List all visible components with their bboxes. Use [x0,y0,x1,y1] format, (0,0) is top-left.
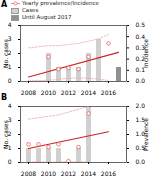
svg-text:2008: 2008 [21,89,36,96]
svg-text:0.4: 0.4 [136,33,146,40]
svg-text:2008: 2008 [21,170,36,177]
svg-text:0.1: 0.1 [136,66,146,73]
svg-text:Prevalence: Prevalence [142,118,149,151]
html-text:A: A [1,0,8,9]
svg-text:2.0: 2.0 [136,102,146,109]
svg-text:1.5: 1.5 [136,116,146,123]
html-text:Cases: Cases [22,7,39,13]
svg-text:2016: 2016 [101,170,116,177]
svg-text:2014: 2014 [81,89,96,96]
svg-text:0.0: 0.0 [136,158,146,165]
html-text:Until August 2017: Until August 2017 [22,14,72,20]
svg-text:2012: 2012 [61,170,76,177]
svg-text:0: 0 [8,158,12,165]
svg-text:1.0: 1.0 [136,130,146,137]
svg-text:0.5: 0.5 [136,21,146,28]
svg-text:2010: 2010 [41,89,56,96]
svg-text:0.0: 0.0 [136,77,146,84]
html-text:B: B [1,93,8,102]
svg-text:2016: 2016 [101,89,116,96]
svg-text:Incidence: Incidence [142,39,149,68]
svg-text:2014: 2014 [81,170,96,177]
svg-text:0: 0 [8,77,12,84]
svg-text:4: 4 [8,21,12,28]
svg-text:2010: 2010 [41,170,56,177]
svg-text:0.5: 0.5 [136,144,146,151]
svg-text:2012: 2012 [61,89,76,96]
svg-text:0.3: 0.3 [136,44,146,51]
svg-text:3: 3 [7,116,12,124]
svg-text:No. cases: No. cases [2,39,9,68]
svg-text:No. cases: No. cases [2,120,9,149]
svg-text:3: 3 [7,35,12,43]
svg-text:0.2: 0.2 [136,55,146,62]
svg-text:1: 1 [7,63,12,71]
html-text:Yearly prevalence/Incidence: Yearly prevalence/Incidence [22,0,99,6]
svg-text:2: 2 [7,130,12,138]
svg-text:1: 1 [7,144,12,152]
svg-text:2: 2 [7,49,12,57]
svg-text:4: 4 [8,102,12,109]
